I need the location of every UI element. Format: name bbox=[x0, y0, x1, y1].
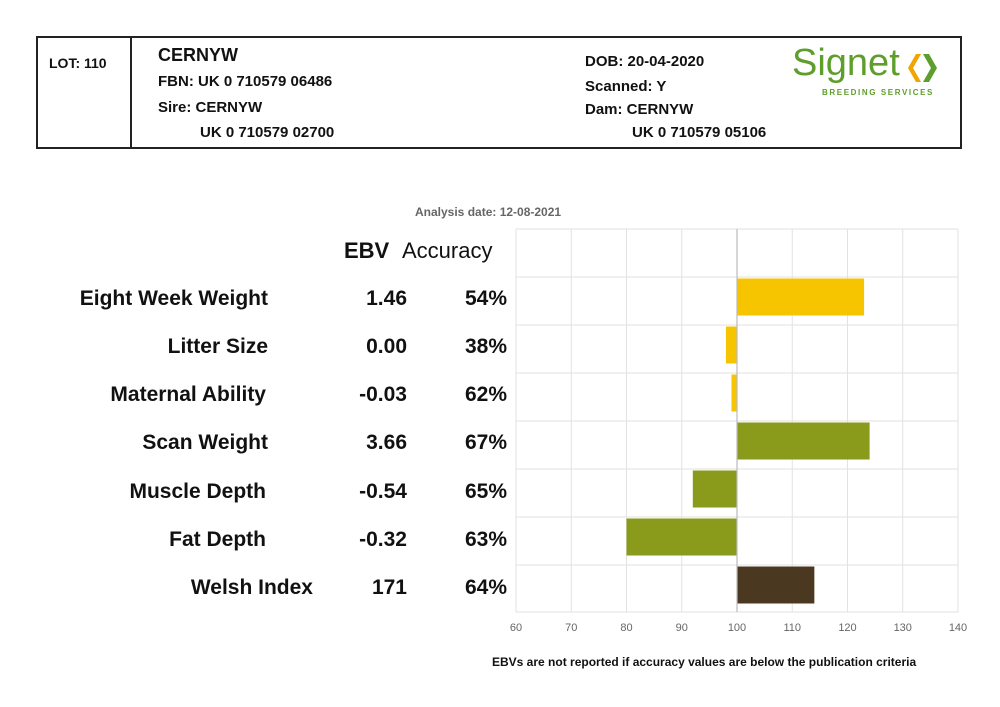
accuracy-value: 63% bbox=[464, 528, 507, 551]
logo-subtitle: BREEDING SERVICES bbox=[822, 88, 934, 97]
trait-label: Scan Weight bbox=[142, 431, 268, 454]
x-tick-label: 80 bbox=[620, 622, 632, 634]
accuracy-column-header: Accuracy bbox=[402, 238, 493, 263]
x-tick-label: 110 bbox=[783, 622, 801, 634]
lot-cell: LOT: 110 bbox=[38, 38, 132, 147]
trait-label: Maternal Ability bbox=[110, 383, 266, 406]
accuracy-value: 64% bbox=[464, 576, 507, 599]
bar bbox=[731, 374, 737, 412]
trait-label: Eight Week Weight bbox=[79, 287, 268, 310]
analysis-date: Analysis date: 12-08-2021 bbox=[415, 205, 562, 219]
footer-note: EBVs are not reported if accuracy values… bbox=[492, 655, 917, 669]
ebv-value: 1.46 bbox=[366, 287, 407, 310]
scanned-status: Scanned: Y bbox=[585, 78, 667, 95]
accuracy-value: 38% bbox=[464, 335, 507, 358]
ebv-value: -0.54 bbox=[359, 480, 407, 503]
x-tick-label: 120 bbox=[838, 622, 856, 634]
logo-wordmark: Signet bbox=[792, 42, 900, 84]
x-tick-label: 60 bbox=[510, 622, 522, 634]
trait-label: Muscle Depth bbox=[129, 480, 266, 503]
accuracy-value: 54% bbox=[464, 287, 507, 310]
trait-label: Litter Size bbox=[167, 335, 268, 358]
animal-info-header: LOT: 110 CERNYW FBN: UK 0 710579 06486 S… bbox=[36, 36, 962, 149]
bar bbox=[725, 326, 737, 364]
accuracy-value: 67% bbox=[464, 431, 507, 454]
trait-label: Fat Depth bbox=[169, 528, 266, 551]
bar bbox=[737, 422, 870, 460]
trait-label: Welsh Index bbox=[190, 576, 313, 599]
accuracy-value: 65% bbox=[464, 480, 507, 503]
date-of-birth: DOB: 20-04-2020 bbox=[585, 53, 705, 70]
bar bbox=[737, 278, 865, 316]
x-tick-label: 140 bbox=[949, 622, 967, 634]
ebv-column-header: EBV bbox=[344, 238, 390, 263]
x-tick-label: 100 bbox=[728, 622, 746, 634]
logo-chevron-icon bbox=[908, 54, 937, 82]
ebv-value: 3.66 bbox=[366, 431, 407, 454]
x-tick-label: 70 bbox=[565, 622, 577, 634]
dam-id: UK 0 710579 05106 bbox=[632, 124, 767, 141]
signet-logo: Signet BREEDING SERVICES bbox=[792, 42, 942, 97]
ebv-value: -0.03 bbox=[359, 383, 407, 406]
bar bbox=[737, 566, 815, 604]
ebv-value: 171 bbox=[371, 576, 407, 599]
sire-name: Sire: CERNYW bbox=[158, 99, 263, 116]
animal-name: CERNYW bbox=[158, 45, 238, 65]
dam-name: Dam: CERNYW bbox=[585, 101, 694, 118]
bar bbox=[626, 518, 737, 556]
fbn-number: FBN: UK 0 710579 06486 bbox=[158, 73, 333, 90]
lot-number: LOT: 110 bbox=[49, 55, 107, 71]
bar bbox=[692, 470, 737, 508]
ebv-value: -0.32 bbox=[359, 528, 407, 551]
x-tick-label: 90 bbox=[676, 622, 688, 634]
accuracy-value: 62% bbox=[464, 383, 507, 406]
sire-id: UK 0 710579 02700 bbox=[200, 124, 335, 141]
x-tick-label: 130 bbox=[894, 622, 912, 634]
ebv-value: 0.00 bbox=[366, 335, 407, 358]
